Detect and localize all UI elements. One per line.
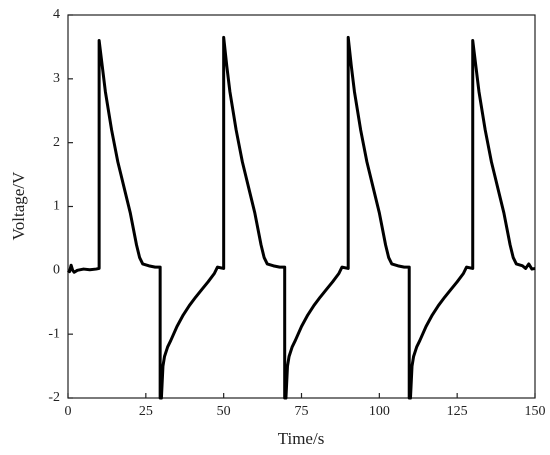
x-tick-label: 125 bbox=[447, 404, 468, 419]
y-tick-label: -1 bbox=[48, 326, 60, 341]
y-tick-label: -2 bbox=[48, 390, 60, 405]
y-tick-label: 2 bbox=[53, 135, 60, 150]
x-tick-label: 75 bbox=[295, 404, 309, 419]
x-tick-label: 100 bbox=[369, 404, 390, 419]
y-tick-label: 1 bbox=[53, 199, 60, 214]
x-tick-label: 25 bbox=[139, 404, 153, 419]
y-tick-label: 0 bbox=[53, 263, 60, 278]
plot-frame bbox=[67, 14, 536, 399]
x-tick-label: 0 bbox=[65, 404, 72, 419]
y-tick-label: 4 bbox=[53, 7, 60, 22]
x-axis-label: Time/s bbox=[278, 429, 325, 448]
voltage-line bbox=[67, 35, 536, 400]
y-axis-label: Voltage/V bbox=[9, 171, 28, 240]
x-tick-label: 50 bbox=[217, 404, 231, 419]
y-tick-label: 3 bbox=[53, 71, 60, 86]
x-tick-label: 150 bbox=[525, 404, 546, 419]
